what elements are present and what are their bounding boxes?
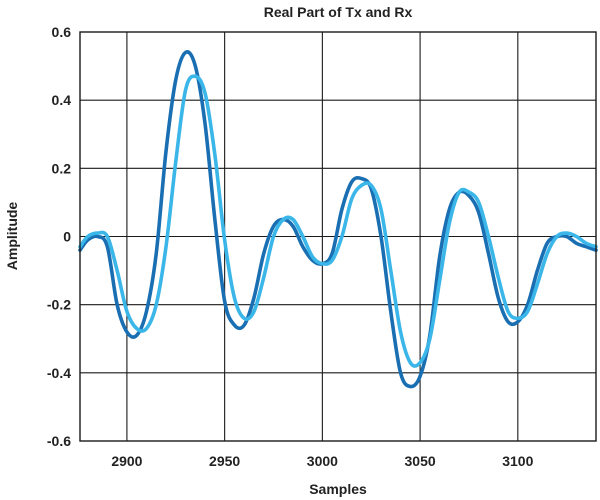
y-tick-label: 0 (63, 229, 71, 245)
y-tick-label: -0.2 (47, 297, 71, 313)
x-tick-label: 2900 (111, 453, 142, 469)
x-tick-labels: 2900 2950 3000 3050 3100 (111, 453, 533, 469)
chart-title: Real Part of Tx and Rx (264, 4, 413, 20)
y-tick-label: -0.6 (47, 433, 71, 449)
x-tick-label: 3100 (502, 453, 533, 469)
y-tick-label: -0.4 (47, 365, 71, 381)
x-tick-label: 3000 (307, 453, 338, 469)
series-group (78, 50, 598, 389)
y-axis-label: Amplitude (4, 202, 20, 271)
y-tick-labels: 0.6 0.4 0.2 0 -0.2 -0.4 -0.6 (47, 24, 71, 449)
x-axis-label: Samples (309, 481, 367, 497)
x-tick-label: 2950 (209, 453, 240, 469)
series-line-rx (78, 74, 598, 368)
x-tick-label: 3050 (405, 453, 436, 469)
y-tick-label: 0.6 (52, 24, 72, 40)
y-tick-label: 0.4 (52, 92, 72, 108)
series-line-tx (78, 50, 598, 389)
y-tick-label: 0.2 (52, 160, 72, 176)
plot-frame (79, 31, 597, 442)
